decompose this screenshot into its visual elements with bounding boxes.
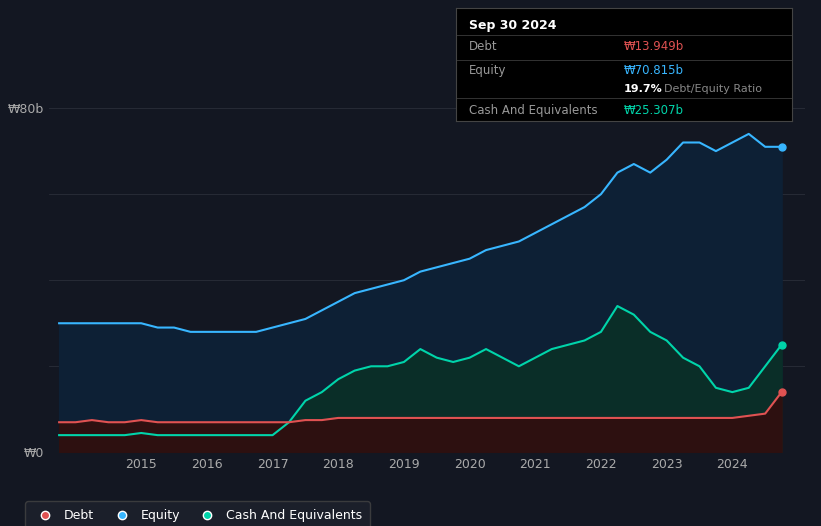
Text: 19.7%: 19.7% (624, 84, 663, 94)
Text: ₩25.307b: ₩25.307b (624, 104, 684, 117)
Legend: Debt, Equity, Cash And Equivalents: Debt, Equity, Cash And Equivalents (25, 501, 369, 526)
Text: Debt: Debt (469, 39, 498, 53)
Text: ₩13.949b: ₩13.949b (624, 39, 684, 53)
Text: Cash And Equivalents: Cash And Equivalents (469, 104, 598, 117)
Text: ₩70.815b: ₩70.815b (624, 65, 684, 77)
Text: Equity: Equity (469, 65, 507, 77)
Text: Sep 30 2024: Sep 30 2024 (469, 19, 557, 32)
Text: Debt/Equity Ratio: Debt/Equity Ratio (664, 84, 763, 94)
